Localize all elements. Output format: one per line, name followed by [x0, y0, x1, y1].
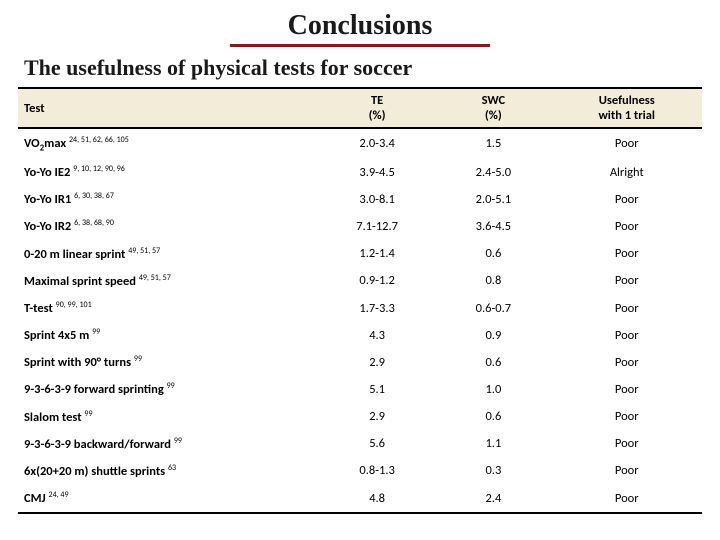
- col-header-swc: SWC (%): [435, 88, 551, 128]
- page-title: Conclusions: [230, 10, 490, 47]
- table-row: 6x(20+20 m) shuttle sprints 630.8-1.30.3…: [18, 457, 702, 484]
- table-row: 9-3-6-3-9 forward sprinting 995.11.0Poor: [18, 376, 702, 403]
- tests-table: Test TE (%) SWC (%) Usefulness with 1 tr…: [18, 87, 702, 514]
- cell-usefulness: Poor: [552, 267, 703, 294]
- cell-test-name: Sprint with 90° turns 99: [18, 349, 319, 376]
- cell-swc: 1.0: [435, 376, 551, 403]
- cell-te: 0.8-1.3: [319, 457, 435, 484]
- cell-test-name: Maximal sprint speed 49, 51, 57: [18, 267, 319, 294]
- cell-usefulness: Poor: [552, 403, 703, 430]
- table-row: Yo-Yo IE2 9, 10, 12, 90, 963.9-4.52.4-5.…: [18, 159, 702, 186]
- cell-te: 1.7-3.3: [319, 294, 435, 321]
- col-header-usefulness: Usefulness with 1 trial: [552, 88, 703, 128]
- cell-te: 4.8: [319, 485, 435, 513]
- cell-swc: 2.0-5.1: [435, 186, 551, 213]
- cell-test-name: 0-20 m linear sprint 49, 51, 57: [18, 240, 319, 267]
- cell-usefulness: Poor: [552, 213, 703, 240]
- cell-te: 0.9-1.2: [319, 267, 435, 294]
- cell-test-name: Sprint 4x5 m 99: [18, 322, 319, 349]
- col-header-te-line1: TE: [371, 93, 383, 108]
- col-header-te: TE (%): [319, 88, 435, 128]
- cell-test-name: 6x(20+20 m) shuttle sprints 63: [18, 457, 319, 484]
- cell-swc: 0.6: [435, 349, 551, 376]
- cell-test-name: Yo-Yo IR2 6, 38, 68, 90: [18, 213, 319, 240]
- cell-te: 3.0-8.1: [319, 186, 435, 213]
- cell-te: 2.0-3.4: [319, 128, 435, 159]
- cell-usefulness: Poor: [552, 430, 703, 457]
- col-header-swc-line2: (%): [485, 108, 502, 123]
- table-row: Sprint with 90° turns 992.90.6Poor: [18, 349, 702, 376]
- cell-te: 2.9: [319, 349, 435, 376]
- cell-test-name: Slalom test 99: [18, 403, 319, 430]
- cell-swc: 1.1: [435, 430, 551, 457]
- col-header-use-line1: Usefulness: [599, 93, 655, 108]
- cell-swc: 0.6-0.7: [435, 294, 551, 321]
- cell-swc: 0.6: [435, 240, 551, 267]
- table-body: VO2max 24, 51, 62, 66, 1052.0-3.41.5Poor…: [18, 128, 702, 513]
- col-header-test: Test: [18, 88, 319, 128]
- cell-usefulness: Poor: [552, 294, 703, 321]
- cell-te: 1.2-1.4: [319, 240, 435, 267]
- cell-te: 5.6: [319, 430, 435, 457]
- cell-test-name: T-test 90, 99, 101: [18, 294, 319, 321]
- table-header-row: Test TE (%) SWC (%) Usefulness with 1 tr…: [18, 88, 702, 128]
- cell-swc: 0.9: [435, 322, 551, 349]
- col-header-te-line2: (%): [369, 108, 386, 123]
- page-subtitle: The usefulness of physical tests for soc…: [24, 55, 702, 81]
- table-row: Yo-Yo IR2 6, 38, 68, 907.1-12.73.6-4.5Po…: [18, 213, 702, 240]
- cell-te: 7.1-12.7: [319, 213, 435, 240]
- cell-test-name: CMJ 24, 49: [18, 485, 319, 513]
- table-row: CMJ 24, 494.82.4Poor: [18, 485, 702, 513]
- cell-usefulness: Poor: [552, 349, 703, 376]
- col-header-swc-line1: SWC: [482, 93, 506, 108]
- cell-test-name: 9-3-6-3-9 backward/forward 99: [18, 430, 319, 457]
- cell-swc: 1.5: [435, 128, 551, 159]
- table-row: Slalom test 992.90.6Poor: [18, 403, 702, 430]
- cell-swc: 0.6: [435, 403, 551, 430]
- cell-te: 2.9: [319, 403, 435, 430]
- table-row: 9-3-6-3-9 backward/forward 995.61.1Poor: [18, 430, 702, 457]
- cell-usefulness: Poor: [552, 128, 703, 159]
- cell-te: 3.9-4.5: [319, 159, 435, 186]
- cell-swc: 2.4: [435, 485, 551, 513]
- cell-swc: 0.3: [435, 457, 551, 484]
- cell-test-name: 9-3-6-3-9 forward sprinting 99: [18, 376, 319, 403]
- cell-usefulness: Poor: [552, 322, 703, 349]
- cell-usefulness: Poor: [552, 376, 703, 403]
- cell-te: 4.3: [319, 322, 435, 349]
- cell-test-name: VO2max 24, 51, 62, 66, 105: [18, 128, 319, 159]
- cell-usefulness: Poor: [552, 186, 703, 213]
- table-row: Sprint 4x5 m 994.30.9Poor: [18, 322, 702, 349]
- table-row: VO2max 24, 51, 62, 66, 1052.0-3.41.5Poor: [18, 128, 702, 159]
- col-header-use-line2: with 1 trial: [598, 108, 655, 123]
- cell-te: 5.1: [319, 376, 435, 403]
- table-row: 0-20 m linear sprint 49, 51, 571.2-1.40.…: [18, 240, 702, 267]
- slide-page: Conclusions The usefulness of physical t…: [0, 0, 720, 540]
- cell-test-name: Yo-Yo IR1 6, 30, 38, 67: [18, 186, 319, 213]
- table-row: Maximal sprint speed 49, 51, 570.9-1.20.…: [18, 267, 702, 294]
- cell-usefulness: Poor: [552, 240, 703, 267]
- cell-swc: 3.6-4.5: [435, 213, 551, 240]
- table-row: T-test 90, 99, 1011.7-3.30.6-0.7Poor: [18, 294, 702, 321]
- cell-usefulness: Alright: [552, 159, 703, 186]
- cell-swc: 0.8: [435, 267, 551, 294]
- cell-test-name: Yo-Yo IE2 9, 10, 12, 90, 96: [18, 159, 319, 186]
- cell-usefulness: Poor: [552, 457, 703, 484]
- table-row: Yo-Yo IR1 6, 30, 38, 673.0-8.12.0-5.1Poo…: [18, 186, 702, 213]
- cell-swc: 2.4-5.0: [435, 159, 551, 186]
- cell-usefulness: Poor: [552, 485, 703, 513]
